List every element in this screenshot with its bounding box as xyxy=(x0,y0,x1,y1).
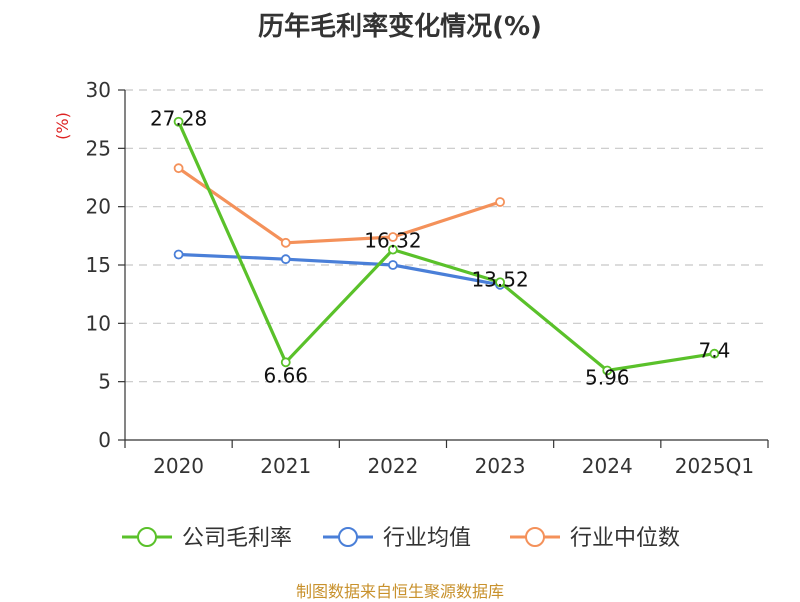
x-tick-label: 2024 xyxy=(582,454,633,478)
data-label: 16.32 xyxy=(364,229,421,253)
series-point-0 xyxy=(388,244,398,255)
series-point-0 xyxy=(495,277,505,288)
y-axis-unit-label: (%) xyxy=(53,112,72,140)
legend-marker-2 xyxy=(525,527,545,547)
x-tick-label: 2021 xyxy=(260,454,311,478)
legend-label-2: 行业中位数 xyxy=(570,526,680,551)
data-label: 13.52 xyxy=(471,267,528,291)
series-point-1 xyxy=(280,254,291,265)
data-label: 5.96 xyxy=(585,365,630,389)
legend: 公司毛利率 行业均值 行业中位数 xyxy=(122,526,680,551)
y-tick-label: 20 xyxy=(86,195,111,219)
x-tick-label: 2022 xyxy=(367,454,418,478)
grid-lines xyxy=(125,89,768,383)
x-tick-label: 2020 xyxy=(153,454,204,478)
y-tick-label: 30 xyxy=(86,78,111,102)
x-tick-label: 2025Q1 xyxy=(675,454,754,478)
legend-marker-1 xyxy=(338,527,358,547)
x-tick-label: 2023 xyxy=(475,454,526,478)
series-point-2 xyxy=(495,197,505,207)
series-line-2 xyxy=(177,166,501,245)
data-label: 27.28 xyxy=(150,107,207,131)
data-labels: 27.28 6.66 16.32 13.52 5.96 7.4 xyxy=(150,107,730,390)
series-line-0 xyxy=(177,121,715,373)
legend-marker-0 xyxy=(137,527,157,547)
axes: 0 5 10 15 20 25 30 2020 2021 2022 2023 2024 2025Q1 xyxy=(86,78,769,478)
y-tick-label: 25 xyxy=(86,136,111,160)
series-point-0 xyxy=(709,348,720,359)
series-point-2 xyxy=(388,232,398,242)
data-label: 6.66 xyxy=(263,363,308,387)
series-point-0 xyxy=(602,365,613,376)
series-point-0 xyxy=(173,116,184,127)
y-tick-label: 5 xyxy=(98,370,111,394)
legend-label-1: 行业均值 xyxy=(383,526,471,551)
series-line-1 xyxy=(178,252,501,287)
series-point-1 xyxy=(173,249,184,260)
series-point-0 xyxy=(280,357,291,368)
series-point-2 xyxy=(280,237,291,248)
y-tick-label: 15 xyxy=(86,253,111,277)
chart-title: 历年毛利率变化情况(%) xyxy=(258,12,542,42)
series-lines xyxy=(173,116,720,376)
y-tick-label: 10 xyxy=(86,311,111,335)
series-point-1 xyxy=(388,260,398,270)
series-point-2 xyxy=(173,163,184,174)
data-label: 7.4 xyxy=(699,339,731,363)
data-source-note: 制图数据来自恒生聚源数据库 xyxy=(295,582,504,601)
y-tick-label: 0 xyxy=(98,428,111,452)
legend-label-0: 公司毛利率 xyxy=(182,526,292,551)
